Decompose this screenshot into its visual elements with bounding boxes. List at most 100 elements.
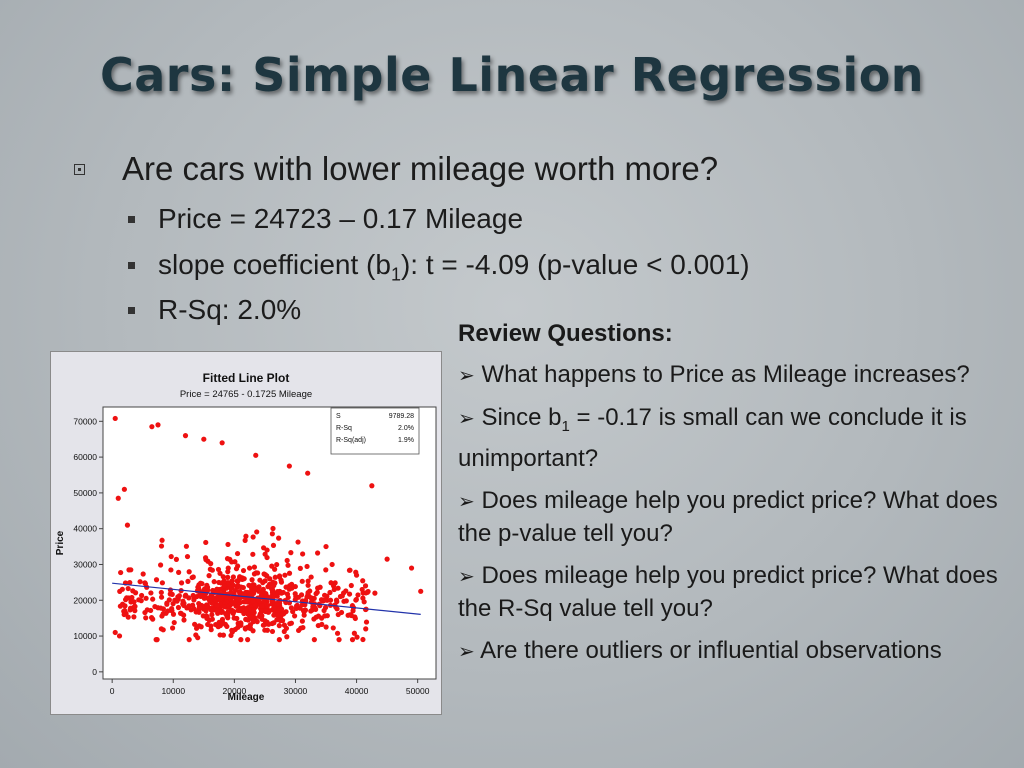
fitted-line-plot: Fitted Line Plot Price = 24765 - 0.1725 … bbox=[50, 351, 442, 715]
data-point bbox=[254, 529, 260, 535]
data-point bbox=[270, 525, 276, 532]
x-tick-label: 30000 bbox=[284, 686, 308, 696]
data-point bbox=[209, 567, 215, 573]
data-point bbox=[262, 551, 268, 557]
data-point bbox=[330, 625, 336, 631]
data-point bbox=[363, 590, 369, 596]
review-question-2: ➢ Since b1 = -0.17 is small can we concl… bbox=[458, 402, 998, 475]
data-point bbox=[252, 602, 258, 608]
review-question-4: ➢ Does mileage help you predict price? W… bbox=[458, 560, 998, 625]
question-text: Does mileage help you predict price? Wha… bbox=[458, 486, 998, 547]
data-point bbox=[132, 603, 138, 609]
data-point bbox=[254, 619, 260, 625]
data-point bbox=[271, 582, 277, 589]
data-point bbox=[125, 585, 131, 592]
data-point bbox=[193, 609, 199, 615]
data-point bbox=[203, 539, 209, 546]
data-point bbox=[122, 608, 128, 614]
data-point bbox=[225, 574, 231, 580]
data-point bbox=[220, 574, 226, 580]
data-point bbox=[323, 567, 329, 573]
data-point bbox=[168, 567, 174, 573]
data-point bbox=[272, 566, 278, 572]
data-point bbox=[230, 574, 236, 580]
data-point bbox=[153, 637, 159, 643]
data-point bbox=[196, 600, 202, 607]
data-point bbox=[228, 596, 234, 603]
data-point bbox=[233, 566, 240, 572]
data-point bbox=[171, 619, 177, 626]
data-point bbox=[112, 629, 118, 636]
data-point bbox=[269, 628, 276, 635]
data-point bbox=[257, 611, 264, 617]
review-question-5: ➢ Are there outliers or influential obse… bbox=[458, 635, 998, 668]
data-point bbox=[278, 579, 285, 585]
data-point bbox=[256, 598, 262, 604]
data-point bbox=[221, 604, 228, 610]
data-point bbox=[181, 617, 187, 623]
data-point bbox=[336, 637, 342, 643]
data-point bbox=[243, 533, 249, 539]
data-point bbox=[308, 595, 314, 601]
data-point bbox=[298, 592, 305, 598]
arrow-bullet-icon: ➢ bbox=[458, 365, 475, 387]
data-point bbox=[169, 625, 176, 631]
data-point bbox=[234, 550, 241, 557]
data-point bbox=[349, 637, 356, 643]
data-point bbox=[360, 636, 366, 643]
data-point bbox=[129, 594, 135, 601]
y-tick-label: 60000 bbox=[73, 452, 97, 462]
data-point bbox=[186, 569, 192, 575]
data-point bbox=[242, 537, 248, 543]
data-point bbox=[297, 565, 303, 571]
data-point bbox=[243, 616, 249, 622]
main-bullet-text: Are cars with lower mileage worth more? bbox=[122, 150, 719, 187]
data-point bbox=[118, 569, 124, 576]
data-point bbox=[233, 596, 240, 602]
data-point bbox=[286, 570, 293, 576]
data-point bbox=[258, 592, 265, 598]
data-point bbox=[295, 539, 301, 545]
data-point bbox=[186, 637, 192, 643]
data-point bbox=[260, 622, 266, 628]
data-point bbox=[343, 598, 349, 604]
data-point bbox=[183, 543, 190, 549]
data-point bbox=[242, 625, 248, 631]
data-point bbox=[127, 580, 133, 586]
data-point bbox=[197, 605, 203, 611]
data-point bbox=[168, 553, 174, 560]
data-point bbox=[209, 612, 215, 618]
data-point bbox=[249, 577, 255, 583]
data-point bbox=[204, 584, 211, 590]
data-point bbox=[323, 543, 329, 550]
data-point bbox=[346, 591, 353, 597]
data-point bbox=[215, 624, 222, 630]
data-point bbox=[308, 608, 314, 614]
data-point bbox=[182, 593, 188, 599]
data-point bbox=[219, 440, 225, 446]
stats-value: 1.9% bbox=[398, 437, 414, 444]
data-point bbox=[276, 623, 282, 629]
data-point bbox=[189, 574, 195, 581]
slope-suffix: ): t = -4.09 (p-value < 0.001) bbox=[400, 249, 750, 280]
data-point bbox=[266, 583, 272, 589]
data-point bbox=[155, 422, 161, 428]
data-point bbox=[229, 578, 235, 584]
data-point bbox=[323, 624, 329, 630]
data-point bbox=[238, 584, 244, 590]
data-point bbox=[221, 578, 227, 584]
data-point bbox=[312, 605, 318, 611]
data-point bbox=[418, 588, 424, 594]
data-point bbox=[329, 561, 335, 568]
data-point bbox=[225, 565, 231, 571]
data-point bbox=[239, 576, 245, 583]
data-point bbox=[174, 598, 180, 604]
stats-label: R-Sq(adj) bbox=[336, 437, 366, 444]
data-point bbox=[246, 565, 253, 571]
data-point bbox=[369, 483, 375, 489]
data-point bbox=[281, 628, 287, 635]
data-point bbox=[215, 566, 222, 573]
data-point bbox=[359, 586, 365, 593]
data-point bbox=[158, 605, 164, 611]
data-point bbox=[231, 608, 237, 615]
